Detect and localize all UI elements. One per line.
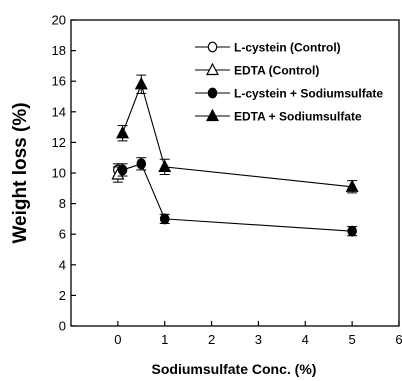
y-tick-label: 8	[59, 196, 66, 211]
y-tick-label: 6	[59, 227, 66, 242]
legend-marker	[206, 62, 219, 76]
y-tick-label: 2	[59, 288, 66, 303]
legend-label: EDTA + Sodiumsulfate	[234, 110, 362, 124]
y-tick-label: 14	[52, 104, 66, 119]
x-tick-label: 2	[208, 332, 215, 347]
series-2	[117, 157, 358, 237]
data-point	[117, 164, 128, 176]
data-point	[159, 213, 170, 225]
y-tick-label: 4	[59, 257, 66, 272]
y-tick-label: 10	[52, 166, 66, 181]
data-point	[347, 225, 357, 237]
x-tick-label: 6	[395, 332, 402, 347]
y-axis-title: Weight loss (%)	[10, 102, 31, 243]
legend-marker	[207, 87, 218, 99]
data-point	[136, 158, 147, 170]
legend-label: L-cystein + Sodiumsulfate	[234, 87, 383, 101]
data-point	[134, 76, 148, 90]
legend: L-cystein (Control) EDTA (Control) L-cyste…	[195, 41, 383, 124]
legend-item: L-cystein (Control)	[195, 41, 341, 55]
legend-marker	[207, 41, 218, 53]
data-point	[158, 159, 172, 172]
y-tick-label: 18	[52, 43, 66, 58]
legend-label: EDTA (Control)	[234, 64, 319, 78]
x-tick-label: 5	[349, 332, 356, 347]
x-tick-label: 3	[255, 332, 262, 347]
legend-item: EDTA (Control)	[195, 62, 319, 78]
x-tick-label: 4	[302, 332, 309, 347]
data-point	[345, 179, 359, 192]
y-tick-label: 0	[59, 319, 66, 334]
y-axis-ticks: 0 2 4 6 8 10 12 14 16 18 20	[52, 13, 76, 334]
series-3	[116, 74, 359, 194]
x-axis-ticks: 0 1 2 3 4 5 6	[114, 321, 402, 347]
legend-marker	[206, 108, 219, 122]
series-layer	[111, 74, 359, 237]
series-line	[122, 163, 353, 232]
y-tick-label: 20	[52, 13, 66, 28]
x-tick-label: 1	[161, 332, 168, 347]
x-tick-label: 0	[114, 332, 121, 347]
data-point	[116, 125, 130, 139]
legend-item: L-cystein + Sodiumsulfate	[195, 87, 383, 101]
legend-label: L-cystein (Control)	[234, 41, 341, 55]
y-tick-label: 12	[52, 135, 66, 150]
x-axis-title: Sodiumsulfate Conc. (%)	[152, 361, 317, 377]
y-tick-label: 16	[52, 74, 66, 89]
legend-item: EDTA + Sodiumsulfate	[195, 108, 362, 124]
series-line	[122, 82, 353, 188]
